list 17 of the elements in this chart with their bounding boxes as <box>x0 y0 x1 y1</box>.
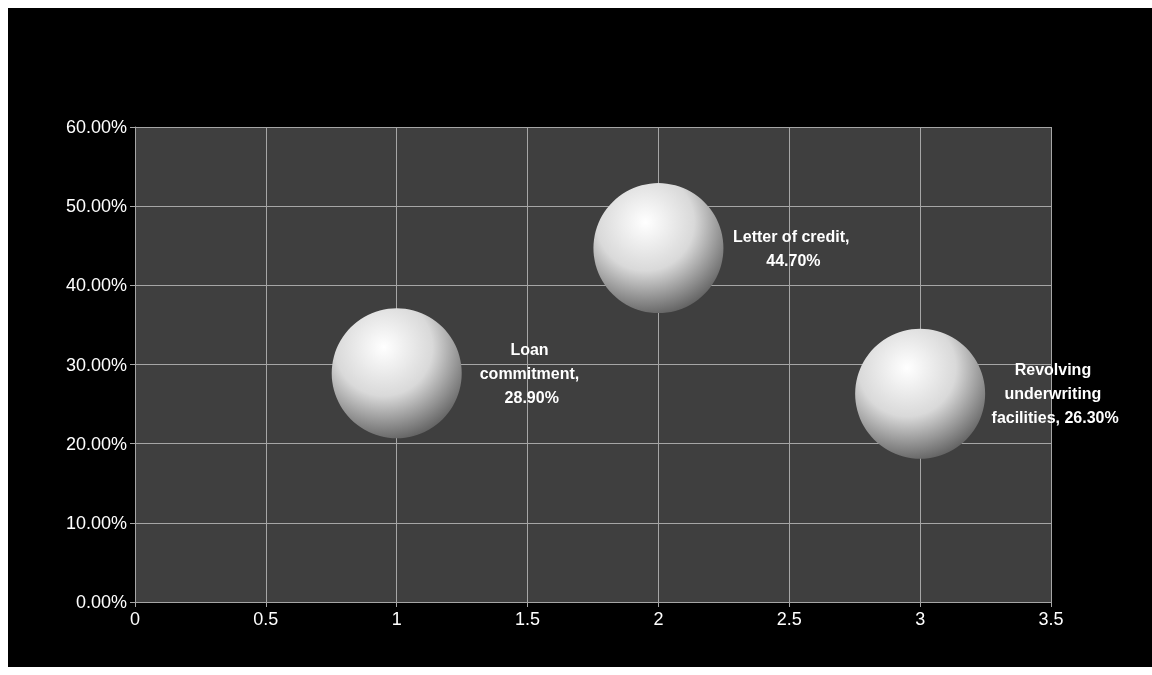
x-tick-label: 2 <box>653 609 664 629</box>
x-tick-label: 0.5 <box>253 609 279 629</box>
y-tick-label: 40.00% <box>65 275 127 296</box>
x-tick-label: 1.5 <box>515 609 541 629</box>
y-tick-label: 60.00% <box>65 117 127 137</box>
data-label: Loan commitment, 28.90% <box>479 340 584 406</box>
y-tick-label: 0.00% <box>75 592 127 612</box>
x-tick-label: 3 <box>915 609 926 629</box>
x-tick-label: 2.5 <box>776 609 802 629</box>
x-tick-label: 1 <box>391 609 402 629</box>
x-tick-label: 3.5 <box>1038 609 1064 629</box>
y-tick-label: 10.00% <box>65 512 127 533</box>
x-tick-label: 0 <box>129 609 141 629</box>
data-label: Letter of credit, 44.70% <box>732 227 854 269</box>
y-tick-label: 20.00% <box>65 433 127 454</box>
y-tick-label: 30.00% <box>65 354 127 375</box>
y-tick-label: 50.00% <box>65 196 127 217</box>
